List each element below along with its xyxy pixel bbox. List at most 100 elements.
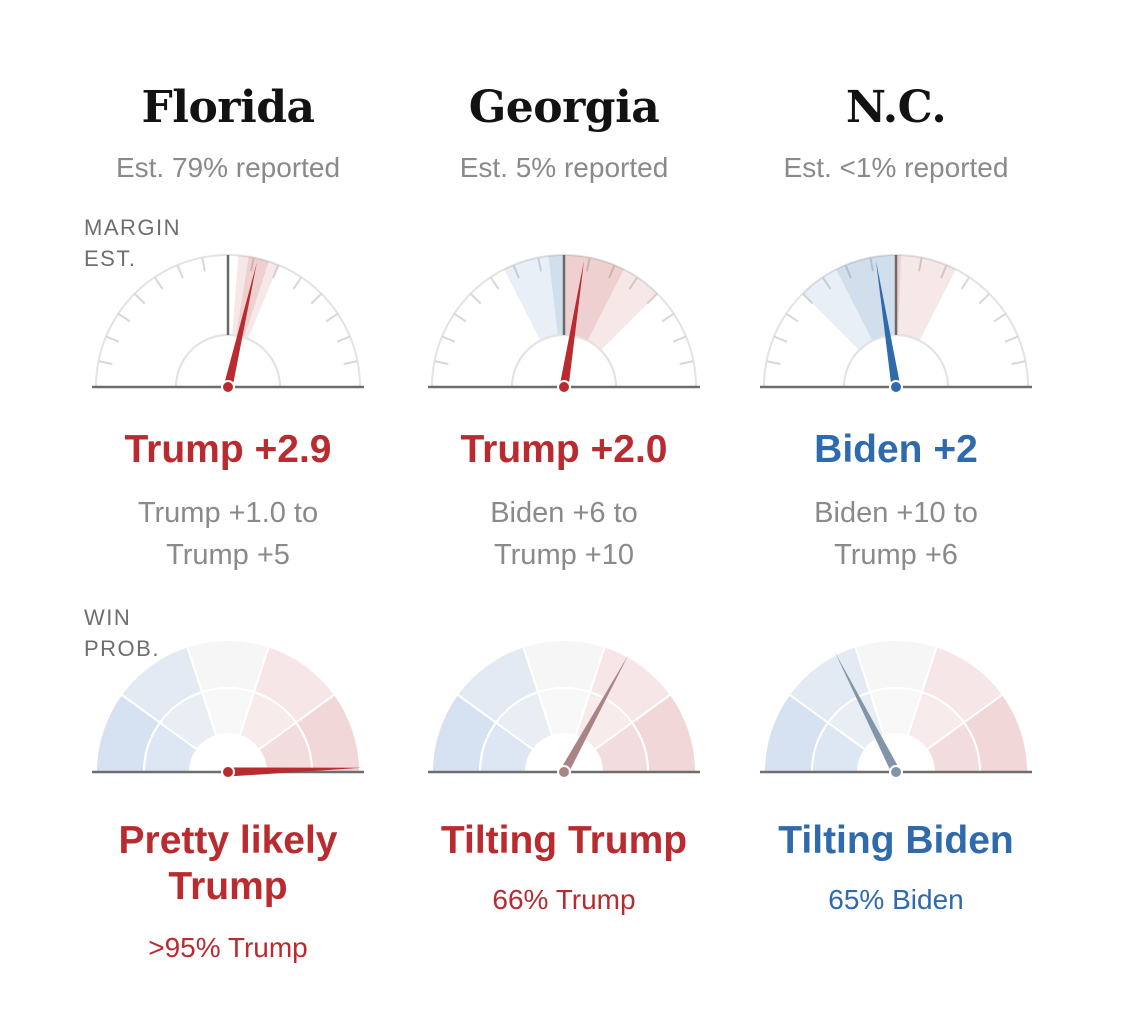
margin-needle-pivot xyxy=(557,380,571,394)
margin-est-label: MARGIN EST. xyxy=(84,212,181,274)
gauge-tick xyxy=(272,264,280,279)
state-column-nc: N.C. Est. <1% reported Biden +2 Biden +1… xyxy=(726,0,1066,1013)
gauge-tick xyxy=(918,257,923,272)
gauge-tick xyxy=(176,264,184,279)
prob-hub xyxy=(190,734,266,772)
gauge-tick xyxy=(844,264,852,279)
gauge-tick xyxy=(325,312,339,323)
gauge-tick xyxy=(978,292,991,305)
margin-gauge xyxy=(92,254,364,394)
gauge-hub xyxy=(177,336,279,387)
gauge-tick xyxy=(940,264,948,279)
winprob-label-line1: WIN xyxy=(84,605,132,630)
prob-needle-pivot xyxy=(557,765,571,779)
gauge-tick xyxy=(821,276,832,290)
gauge-tick xyxy=(343,360,358,365)
prob-needle xyxy=(227,767,362,777)
margin-range-line1: Biden +10 to xyxy=(814,497,978,529)
prob-needle xyxy=(835,652,901,775)
margin-needle xyxy=(875,260,901,388)
win-prob-headline-line1: Pretty likely xyxy=(118,819,338,862)
gauge-tick xyxy=(133,292,146,305)
gauge-tick xyxy=(336,335,351,343)
margin-gauge xyxy=(428,254,700,394)
margin-estimate: Trump +2.9 xyxy=(124,428,332,471)
gauge-tick xyxy=(960,276,971,290)
margin-needle xyxy=(559,260,585,388)
reported-status: Est. 5% reported xyxy=(459,152,669,183)
gauge-tick xyxy=(766,360,781,365)
gauge-tick xyxy=(292,276,303,290)
margin-range: Biden +10 to Trump +6 xyxy=(796,492,996,576)
win-prob-value: >95% Trump xyxy=(148,932,308,963)
gauge-tick xyxy=(869,257,874,272)
margin-needle-pivot xyxy=(221,380,235,394)
margin-estimate: Biden +2 xyxy=(814,428,978,471)
gauge-tick xyxy=(453,312,467,323)
margin-range-line2: Trump +10 xyxy=(494,539,634,571)
prob-needle-pivot xyxy=(221,765,235,779)
gauge-tick xyxy=(1004,335,1019,343)
winprob-label-line2: PROB. xyxy=(84,636,160,661)
gauge-tick xyxy=(646,292,659,305)
gauge-tick xyxy=(201,257,206,272)
state-name: N.C. xyxy=(845,82,947,133)
state-name: Florida xyxy=(141,82,315,133)
gauge-tick xyxy=(250,257,255,272)
prob-hub xyxy=(858,734,934,772)
gauge-tick xyxy=(310,292,323,305)
gauge-tick xyxy=(512,264,520,279)
margin-range-line1: Trump +1.0 to xyxy=(137,497,319,529)
gauge-tick xyxy=(773,335,788,343)
gauge-tick xyxy=(628,276,639,290)
gauge-tick xyxy=(153,276,164,290)
gauge-tick xyxy=(993,312,1007,323)
state-name: Georgia xyxy=(468,82,660,133)
gauge-tick xyxy=(1011,360,1026,365)
prob-needle-pivot xyxy=(889,765,903,779)
gauge-hub xyxy=(513,336,615,387)
margin-range-line2: Trump +6 xyxy=(834,539,958,571)
margin-label-line1: MARGIN xyxy=(84,215,181,240)
gauge-tick xyxy=(537,257,542,272)
win-prob-gauge xyxy=(760,639,1032,779)
margin-gauge xyxy=(760,254,1032,394)
reported-status: Est. 79% reported xyxy=(115,152,341,183)
gauge-tick xyxy=(679,360,694,365)
gauge-tick xyxy=(672,335,687,343)
margin-range: Trump +1.0 to Trump +5 xyxy=(128,492,328,576)
margin-needle xyxy=(223,262,257,389)
state-column-georgia: Georgia Est. 5% reported Trump +2.0 Bide… xyxy=(394,0,734,1013)
margin-range-line2: Trump +5 xyxy=(166,539,290,571)
gauge-tick xyxy=(105,335,120,343)
gauge-tick xyxy=(801,292,814,305)
gauge-tick xyxy=(434,360,449,365)
win-prob-headline: Tilting Trump xyxy=(440,819,688,862)
state-column-florida: Florida Est. 79% reported Trump +2.9 Tru… xyxy=(58,0,398,1013)
margin-estimate: Trump +2.0 xyxy=(460,428,668,471)
margin-range-line1: Biden +6 to xyxy=(490,497,638,529)
prob-needle xyxy=(560,654,629,775)
margin-range: Biden +6 to Trump +10 xyxy=(464,492,664,576)
win-prob-label: WIN PROB. xyxy=(84,602,160,664)
gauge-tick xyxy=(608,264,616,279)
gauge-tick xyxy=(441,335,456,343)
margin-needle-pivot xyxy=(889,380,903,394)
win-prob-headline: Tilting Biden xyxy=(778,819,1014,862)
win-prob-headline: Pretty likely Trump xyxy=(78,818,378,910)
gauge-tick xyxy=(661,312,675,323)
win-prob-value: 65% Biden xyxy=(828,884,964,915)
win-prob-gauge xyxy=(92,639,364,779)
gauge-tick xyxy=(98,360,113,365)
margin-label-line2: EST. xyxy=(84,246,137,271)
gauge-tick xyxy=(586,257,591,272)
win-prob-headline-line2: Trump xyxy=(168,865,288,908)
gauge-tick xyxy=(469,292,482,305)
gauge-tick xyxy=(117,312,131,323)
gauge-tick xyxy=(489,276,500,290)
gauge-tick xyxy=(785,312,799,323)
win-prob-value: 66% Trump xyxy=(492,884,636,915)
reported-status: Est. <1% reported xyxy=(783,152,1009,183)
win-prob-gauge xyxy=(428,639,700,779)
gauge-hub xyxy=(845,336,947,387)
